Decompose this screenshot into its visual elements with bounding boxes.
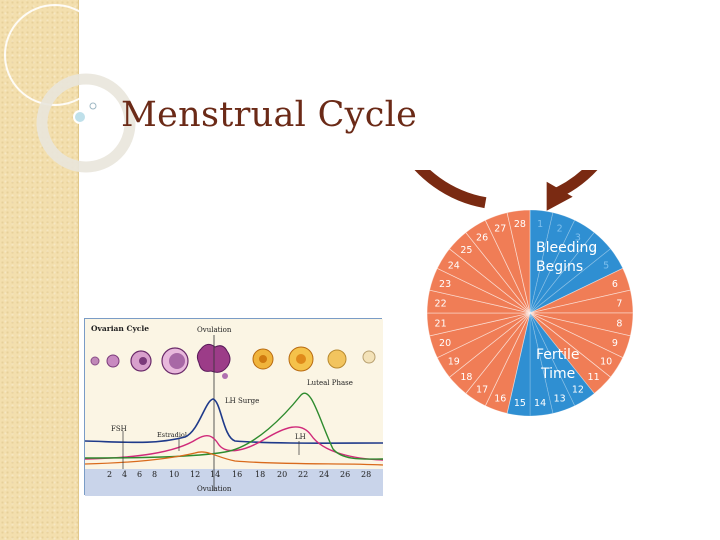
wheel-day-label: 14 — [534, 398, 546, 409]
day-tick: 18 — [255, 470, 265, 479]
wheel-day-label: 13 — [554, 393, 566, 404]
wheel-day-label: 15 — [514, 398, 526, 409]
wheel-day-label: 24 — [448, 261, 460, 272]
wheel-day-labels: 1 234567891011121314151617181920212223242… — [435, 219, 623, 409]
wheel-sector-day-4 — [529, 231, 612, 314]
wheel-day-label: 18 — [460, 372, 472, 383]
wheel-day-label: 17 — [476, 385, 488, 396]
wheel-day-label: 19 — [448, 356, 460, 367]
day-tick: 6 — [137, 470, 142, 479]
wheel-day-label: 26 — [476, 232, 488, 243]
cycle-wheel: 1 234567891011121314151617181920212223242… — [414, 170, 634, 417]
wheel-day-label: 7 — [616, 298, 622, 309]
day-tick: 20 — [277, 470, 287, 479]
cycle-arrow-ring — [414, 170, 598, 209]
day-tick: 22 — [298, 470, 308, 479]
wheel-sectors — [426, 209, 634, 417]
day-tick: 4 — [122, 470, 127, 479]
cycle-arrow-head — [546, 181, 573, 211]
fsh-lh-curve — [85, 398, 383, 444]
wheel-day-label: 27 — [494, 224, 506, 235]
fertile-time-label-line2: Time — [540, 366, 575, 382]
wheel-day-label: 5 — [603, 261, 609, 272]
day-tick: 24 — [319, 470, 329, 479]
wheel-day-label: 23 — [439, 279, 451, 290]
wheel-day-label: 10 — [600, 356, 612, 367]
luteal-phase-label: Luteal Phase — [307, 379, 353, 387]
day-tick: 14 — [210, 470, 220, 479]
wheel-day-label: 9 — [612, 338, 618, 349]
wheel-day-label: 16 — [494, 393, 506, 404]
day-tick: 28 — [361, 470, 371, 479]
ovarian-cycle-figure: Ovarian Cycle Ovulation Luteal Phase LH … — [84, 318, 383, 496]
wheel-day-label: 21 — [435, 319, 447, 330]
wheel-sector-day-11 — [529, 312, 612, 395]
day-tick: 8 — [152, 470, 157, 479]
day-axis: 2 4 6 8 10 12 14 16 18 20 22 24 26 28 — [107, 470, 371, 479]
wheel-day-label: 22 — [435, 298, 447, 309]
lh-label: LH — [295, 433, 306, 441]
wheel-day-label: 3 — [575, 232, 581, 243]
wheel-day-label: 20 — [439, 338, 451, 349]
wheel-sector-day-14 — [529, 312, 554, 417]
wheel-sector-day-28 — [506, 209, 531, 314]
wheel-day-label: 12 — [572, 385, 584, 396]
ovarian-cycle-label: Ovarian Cycle — [91, 324, 149, 333]
ovulation-top-label: Ovulation — [197, 326, 232, 334]
progesterone-curve — [85, 451, 383, 466]
wheel-sector-day-2 — [529, 212, 576, 314]
fsh-label: FSH — [111, 425, 127, 433]
day-tick: 2 — [107, 470, 112, 479]
estradiol-curve — [85, 426, 383, 461]
day-tick: 26 — [340, 470, 350, 479]
wheel-sector-day-3 — [529, 219, 595, 314]
bleeding-begins-label-line2: Begins — [536, 259, 583, 275]
fertile-time-label-line1: Fertile — [536, 347, 580, 363]
wheel-sector-day-12 — [529, 312, 595, 407]
estradiol-label: Estradiol — [157, 431, 187, 439]
wheel-day-label: 2 — [557, 224, 563, 235]
wheel-day-label: 11 — [588, 372, 600, 383]
follicle-stages-illustration — [90, 343, 376, 379]
day-tick: 12 — [190, 470, 200, 479]
wheel-day-label: 1 — [537, 219, 543, 230]
wheel-day-label: 8 — [616, 319, 622, 330]
ovulation-bottom-label: Ovulation — [197, 485, 232, 493]
lh-surge-label: LH Surge — [225, 397, 259, 405]
wheel-day-label: 25 — [460, 245, 472, 256]
slide-title: Menstrual Cycle — [121, 95, 418, 135]
day-tick: 16 — [232, 470, 242, 479]
wheel-sector-day-13 — [529, 312, 576, 414]
wheel-day-label: 6 — [612, 279, 618, 290]
decorative-circles — [4, 4, 136, 173]
wheel-day-label: 4 — [591, 245, 597, 256]
bleeding-begins-label-line1: Bleeding — [536, 240, 597, 256]
day-tick: 10 — [169, 470, 179, 479]
wheel-day-label: 28 — [514, 219, 526, 230]
